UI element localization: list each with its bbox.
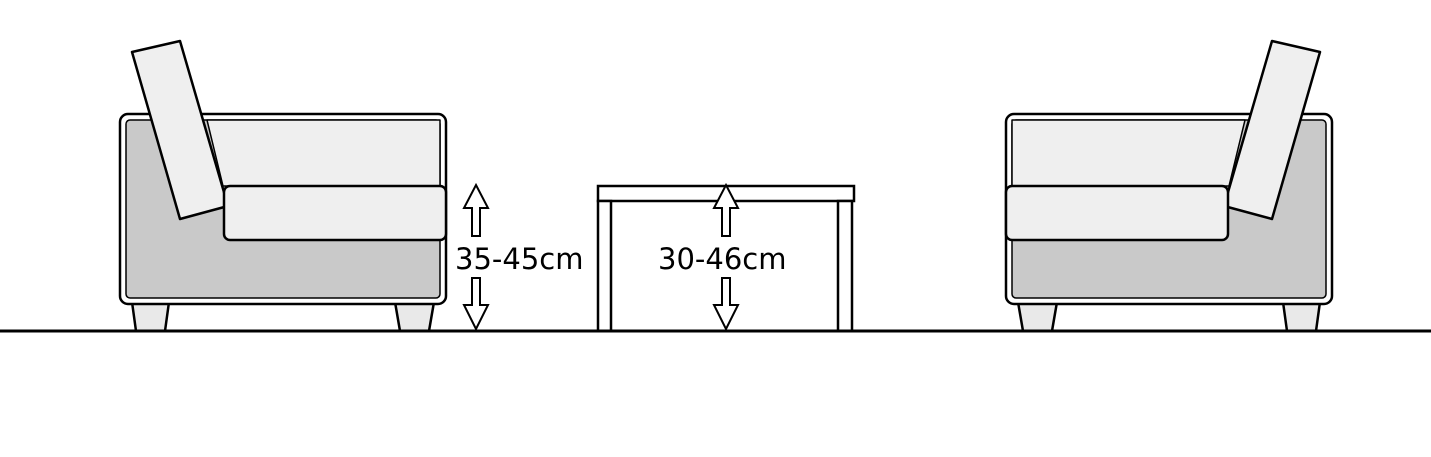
- right-armchair-back-leg: [1016, 300, 1059, 333]
- left-armchair: [118, 39, 448, 333]
- seat-height-down-arrow-icon: [462, 277, 490, 332]
- right-armchair-seat-cushion: [1004, 184, 1230, 242]
- seat-height-dimension: [462, 182, 490, 332]
- left-armchair-armrest: [206, 119, 441, 187]
- coffee-table-left-leg: [596, 199, 613, 333]
- table-height-dimension: [712, 182, 740, 332]
- seat-height-up-arrow-icon: [462, 182, 490, 237]
- right-armchair: [1004, 39, 1334, 333]
- seat-height-label: 35-45cm: [455, 242, 583, 276]
- table-height-down-arrow-icon: [712, 277, 740, 332]
- left-armchair-back-leg: [393, 300, 436, 333]
- table-height-up-arrow-icon: [712, 182, 740, 237]
- table-height-label: 30-46cm: [658, 242, 786, 276]
- coffee-table-right-leg: [836, 199, 854, 333]
- right-armchair-front-leg: [1281, 300, 1322, 333]
- left-armchair-seat-cushion: [222, 184, 448, 242]
- left-armchair-front-leg: [130, 300, 171, 333]
- right-armchair-armrest: [1011, 119, 1246, 187]
